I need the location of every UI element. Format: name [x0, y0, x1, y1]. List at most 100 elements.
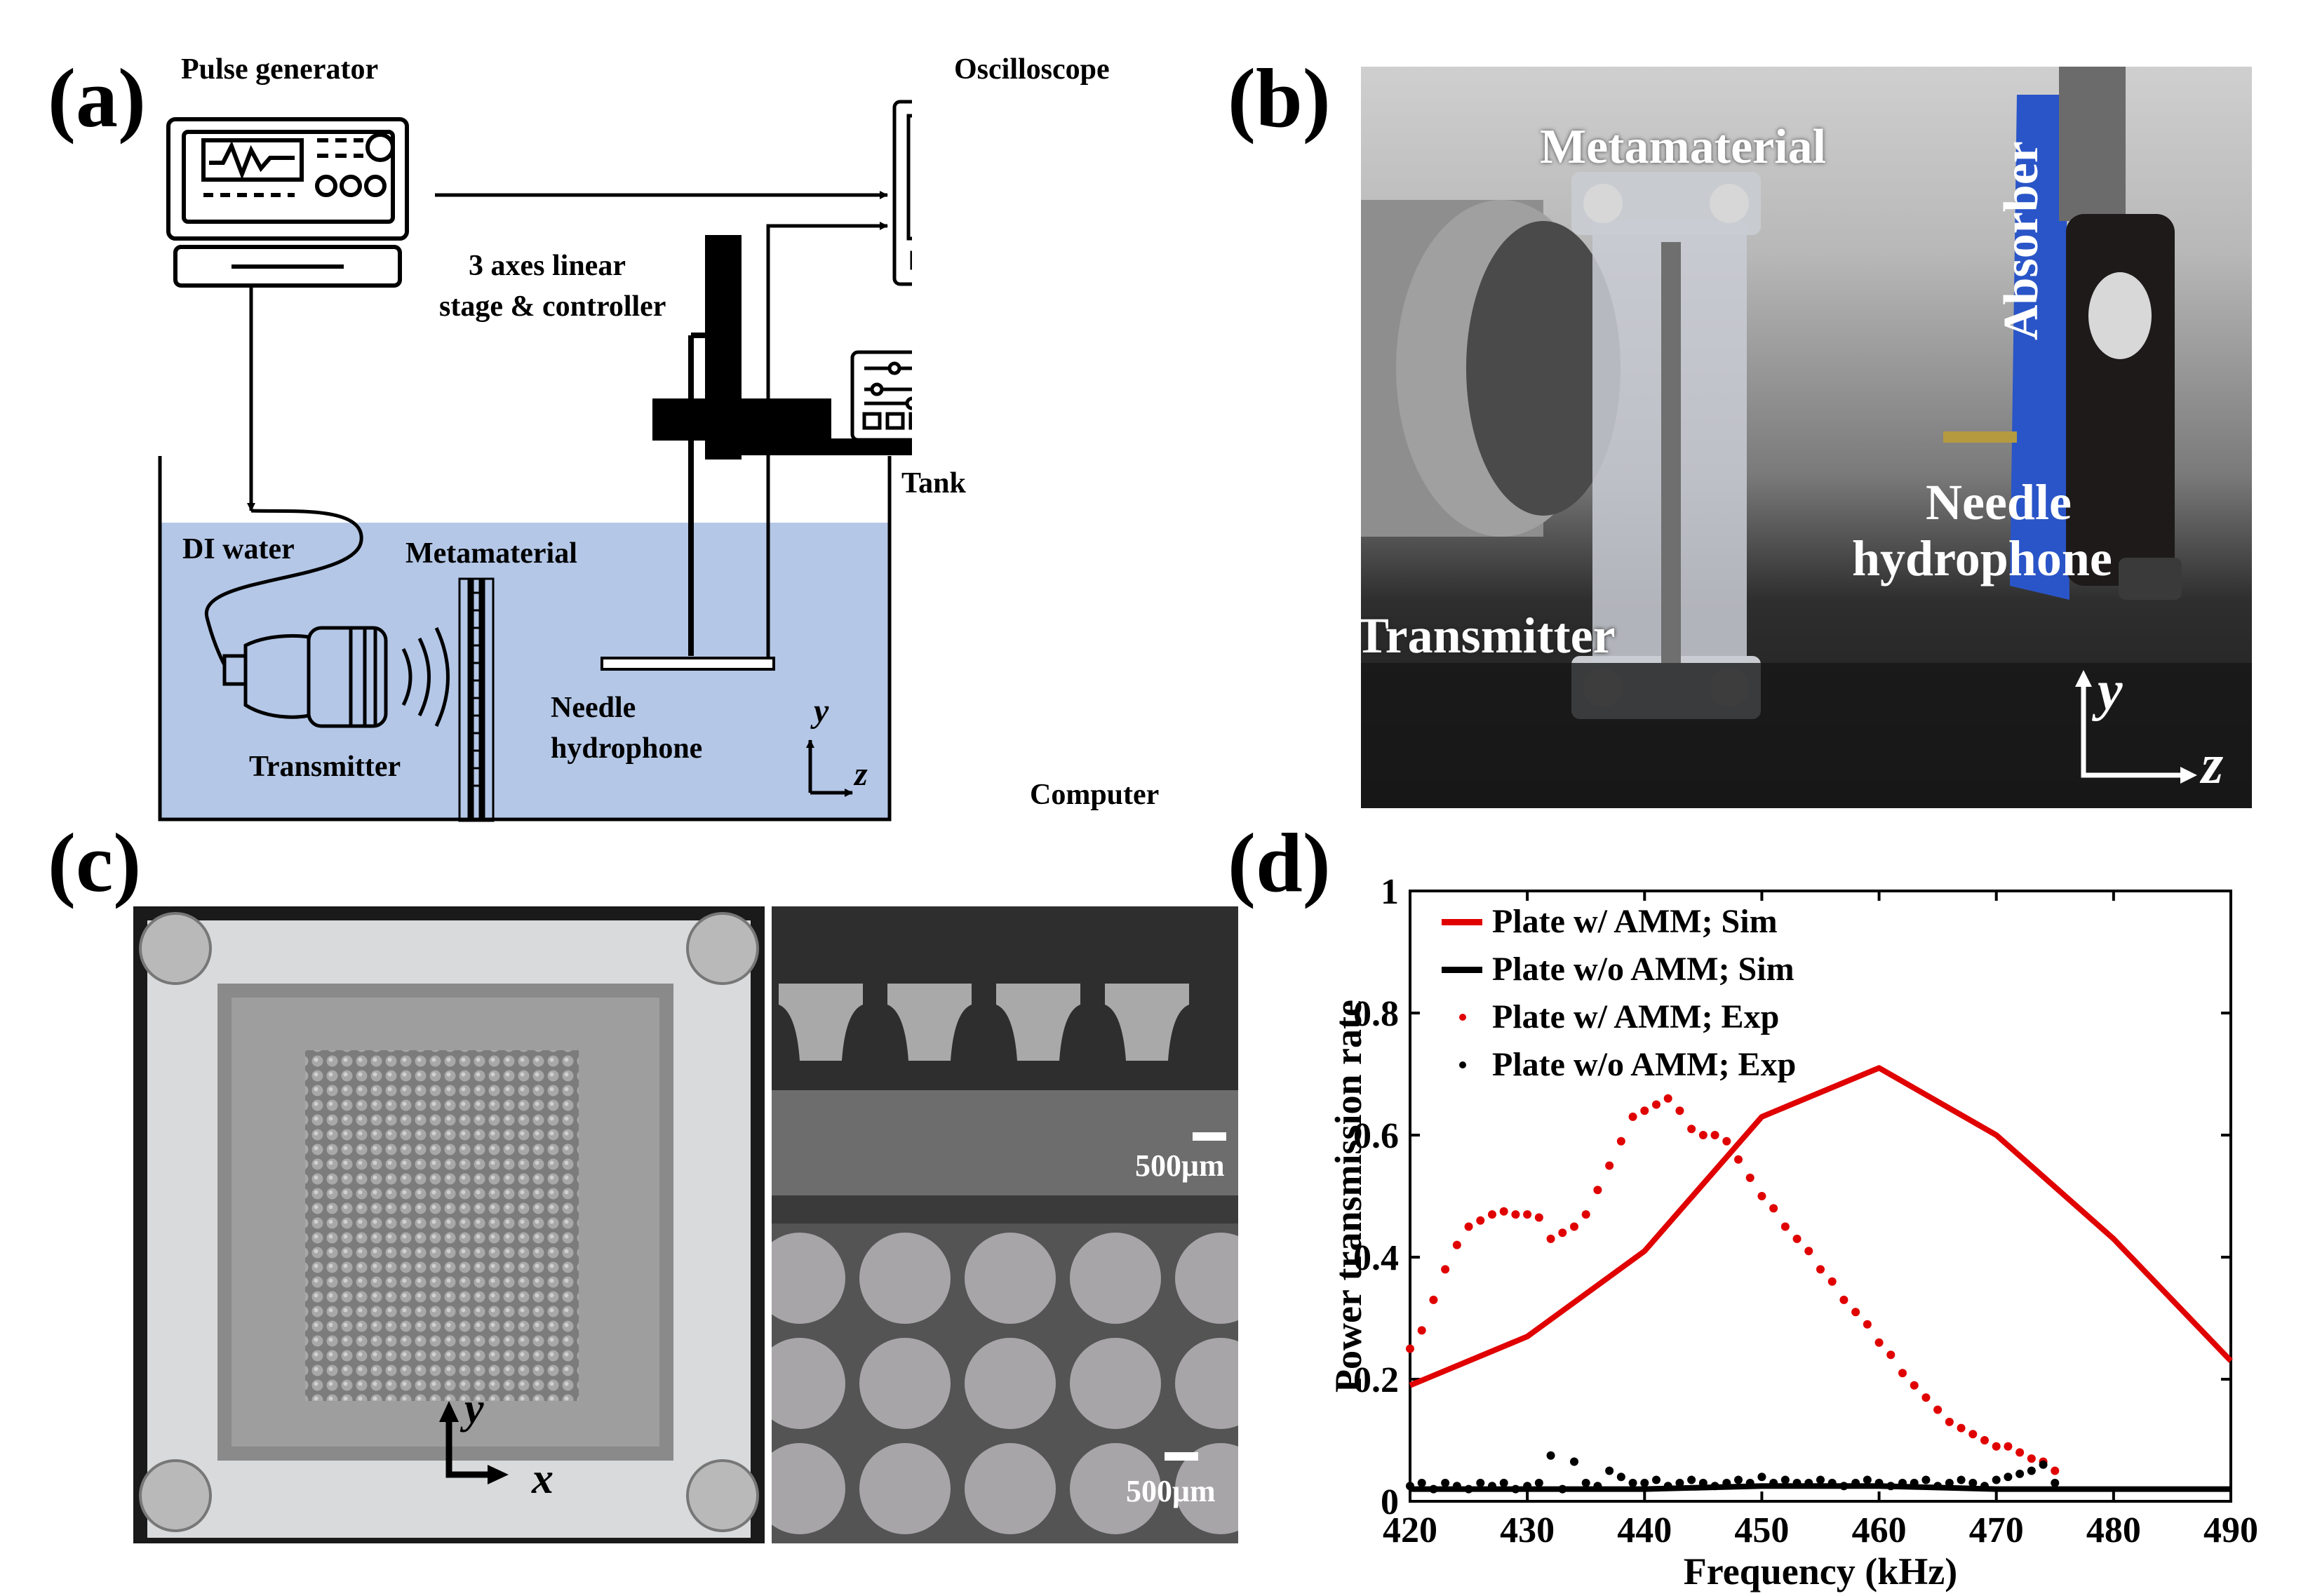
panel-label-c: (c)	[48, 816, 142, 909]
legend-swatch-2	[1442, 1013, 1482, 1021]
axis-y-label-a: y	[814, 692, 829, 730]
series-point-2	[1429, 1295, 1438, 1304]
series-point-3	[1511, 1484, 1520, 1494]
panel-label-d: (d)	[1228, 816, 1331, 909]
axis-z-label-b: z	[2201, 734, 2224, 796]
series-point-2	[1980, 1436, 1989, 1444]
series-point-2	[1687, 1125, 1696, 1134]
series-point-3	[1827, 1478, 1837, 1487]
x-tick-label: 420	[1383, 1510, 1437, 1550]
series-point-3	[1933, 1482, 1943, 1491]
series-point-3	[1968, 1478, 1978, 1487]
series-point-2	[1605, 1161, 1614, 1170]
di-water-label: DI water	[182, 533, 295, 565]
needle-hydrophone-label-b-line1: Needle	[1926, 474, 2072, 530]
y-tick-label: 0.2	[1353, 1360, 1399, 1400]
legend-label-1: Plate w/o AMM; Sim	[1492, 951, 1794, 988]
chart-legend: Plate w/ AMM; Sim Plate w/o AMM; Sim Pla…	[1442, 905, 1947, 1094]
legend-swatch-0	[1442, 918, 1482, 925]
series-point-2	[1593, 1186, 1602, 1195]
series-point-3	[2027, 1466, 2036, 1475]
x-axis-label: Frequency (kHz)	[1684, 1550, 1957, 1592]
series-point-2	[1722, 1136, 1731, 1146]
series-point-3	[1816, 1475, 1825, 1484]
series-point-2	[2015, 1448, 2025, 1457]
y-tick-label: 0	[1381, 1482, 1399, 1522]
axis-x-label-c: x	[532, 1455, 553, 1503]
series-point-3	[1593, 1482, 1602, 1491]
series-point-2	[1804, 1247, 1813, 1256]
series-point-2	[1698, 1131, 1707, 1139]
legend-item-0: Plate w/ AMM; Sim	[1442, 905, 1778, 939]
series-point-2	[1652, 1100, 1660, 1109]
series-point-3	[1863, 1475, 1872, 1484]
series-point-3	[1698, 1478, 1707, 1487]
series-point-3	[1757, 1473, 1766, 1482]
legend-label-2: Plate w/ AMM; Exp	[1492, 998, 1780, 1035]
pulse-generator-icon	[166, 117, 409, 288]
series-point-2	[1558, 1228, 1567, 1238]
arrow-hydrophone-to-scope	[766, 222, 888, 661]
series-point-3	[1780, 1475, 1790, 1484]
legend-item-2: Plate w/ AMM; Exp	[1442, 1000, 1779, 1034]
series-point-2	[2027, 1454, 2036, 1463]
series-point-2	[1476, 1216, 1485, 1225]
series-point-3	[1534, 1478, 1543, 1487]
y-tick-label: 0.8	[1353, 994, 1399, 1034]
transmitter-label-b: Transmitter	[1361, 608, 1616, 664]
axes-indicator-a	[806, 739, 853, 797]
series-point-3	[1558, 1484, 1567, 1494]
series-point-3	[2004, 1473, 2013, 1482]
series-point-3	[1710, 1482, 1719, 1491]
series-point-3	[1628, 1478, 1637, 1487]
series-point-2	[1933, 1405, 1943, 1414]
series-point-3	[1745, 1478, 1755, 1487]
axis-y-label-c: y	[464, 1385, 484, 1433]
series-point-2	[1851, 1308, 1860, 1317]
series-point-2	[1757, 1192, 1766, 1200]
series-point-3	[1488, 1482, 1496, 1491]
series-point-2	[1570, 1222, 1578, 1231]
series-point-3	[1898, 1478, 1907, 1487]
series-point-2	[1792, 1234, 1802, 1243]
series-point-2	[1464, 1222, 1473, 1231]
micro-shapes	[772, 906, 1238, 1543]
series-point-3	[1945, 1478, 1954, 1487]
series-point-3	[1640, 1478, 1649, 1487]
series-point-3	[2051, 1478, 2060, 1487]
y-tick-label: 1	[1381, 872, 1399, 912]
series-point-2	[2004, 1442, 2013, 1451]
plot-frame	[1409, 890, 2232, 1503]
series-point-3	[1406, 1482, 1414, 1491]
series-point-2	[1863, 1320, 1872, 1329]
series-point-3	[2039, 1460, 2048, 1469]
series-point-2	[1968, 1430, 1978, 1439]
series-point-2	[1511, 1210, 1520, 1219]
series-point-2	[1898, 1369, 1907, 1378]
series-point-3	[1734, 1475, 1743, 1484]
y-tick-label: 0.4	[1353, 1238, 1399, 1278]
x-tick-label: 480	[2086, 1510, 2141, 1550]
series-point-3	[1570, 1457, 1578, 1466]
x-tick-label: 490	[2203, 1510, 2258, 1550]
transducer-icon	[205, 509, 450, 728]
linear-stage	[601, 235, 912, 671]
series-point-2	[1921, 1393, 1931, 1402]
x-tick-label: 450	[1734, 1510, 1789, 1550]
tank-outline	[158, 456, 892, 822]
series-point-3	[1429, 1484, 1438, 1494]
x-tick-label: 440	[1617, 1510, 1672, 1550]
series-point-3	[1616, 1473, 1625, 1482]
legend-label-3: Plate w/o AMM; Exp	[1492, 1046, 1797, 1083]
series-point-2	[1874, 1338, 1884, 1347]
series-point-2	[1628, 1112, 1637, 1121]
series-point-2	[1734, 1155, 1743, 1164]
transmitter-label-a: Transmitter	[249, 751, 401, 783]
series-point-2	[1827, 1277, 1837, 1286]
series-line-1	[1410, 1483, 2231, 1492]
series-point-3	[1546, 1451, 1555, 1460]
y-tick-label: 0.6	[1353, 1116, 1399, 1156]
series-point-2	[1417, 1326, 1426, 1335]
series-point-2	[1581, 1210, 1590, 1219]
series-point-2	[1675, 1106, 1684, 1115]
